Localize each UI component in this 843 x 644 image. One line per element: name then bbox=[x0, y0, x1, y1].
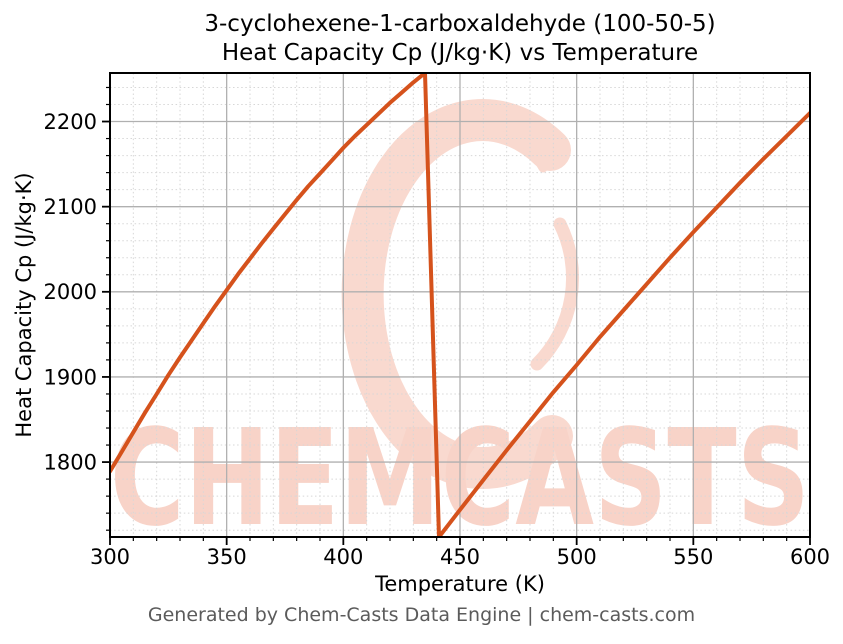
cp-line bbox=[110, 73, 810, 537]
y-tick-label: 1800 bbox=[44, 450, 97, 474]
x-tick-label: 500 bbox=[557, 545, 597, 569]
axes-layer: 300 350 400 450 500 550 600 1800 1900 2000 2100 220… bbox=[44, 72, 830, 569]
x-tick-label: 400 bbox=[323, 545, 363, 569]
x-tick-label: 350 bbox=[207, 545, 247, 569]
chart-title-line-1: 3-cyclohexene-1-carboxaldehyde (100-50-5… bbox=[204, 11, 716, 37]
logo-main-crescent-arc bbox=[341, 99, 573, 489]
y-tick-label: 2200 bbox=[44, 110, 97, 134]
x-axis-label: Temperature (K) bbox=[375, 572, 545, 596]
logo-inner-top-arc bbox=[447, 105, 548, 173]
x-tick-label: 600 bbox=[790, 545, 830, 569]
y-tick-label: 2100 bbox=[44, 195, 97, 219]
x-tick-label: 450 bbox=[440, 545, 480, 569]
chemcasts-logo bbox=[341, 99, 580, 489]
logo-inner-right-arc bbox=[530, 217, 580, 371]
y-tick-label: 2000 bbox=[44, 280, 97, 304]
y-tick-label: 1900 bbox=[44, 365, 97, 389]
chart-title-line-2: Heat Capacity Cp (J/kg·K) vs Temperature bbox=[221, 40, 699, 66]
footer-text: Generated by Chem-Casts Data Engine | ch… bbox=[147, 604, 696, 626]
chart-title: 3-cyclohexene-1-carboxaldehyde (100-50-5… bbox=[110, 10, 810, 68]
data-series-layer bbox=[110, 73, 810, 537]
x-tick-label: 550 bbox=[673, 545, 713, 569]
grid-layer bbox=[109, 73, 811, 537]
y-axis-label: Heat Capacity Cp (J/kg·K) bbox=[12, 172, 36, 438]
x-tick-label: 300 bbox=[90, 545, 130, 569]
